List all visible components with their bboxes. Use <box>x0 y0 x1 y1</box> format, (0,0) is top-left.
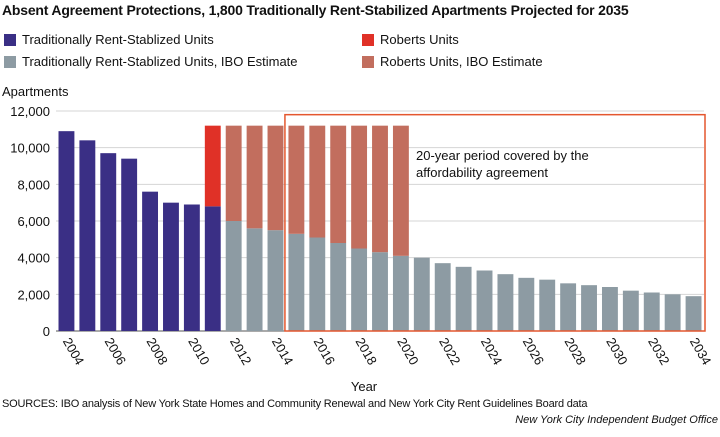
legend-item-roberts: Roberts Units <box>362 32 459 47</box>
bar-2004-series-0 <box>58 131 75 331</box>
legend-item-roberts-estimate: Roberts Units, IBO Estimate <box>362 54 543 69</box>
bar-2020-series-1 <box>392 255 409 331</box>
legend-swatch <box>4 33 16 46</box>
bar-2012-series-3 <box>225 125 242 221</box>
bar-2019-series-3 <box>372 125 388 253</box>
x-tick-label: 2016 <box>311 335 338 368</box>
annotation-text-line1: 20-year period covered by the <box>416 148 589 163</box>
bar-2007-series-0 <box>121 158 138 331</box>
x-axis-label: Year <box>351 379 378 394</box>
bar-2016-series-3 <box>309 125 326 238</box>
x-tick-label: 2026 <box>520 335 547 368</box>
bar-2018-series-1 <box>351 248 368 331</box>
bar-2019-series-1 <box>372 252 388 331</box>
x-tick-label: 2010 <box>185 335 212 368</box>
bar-2015-series-3 <box>288 125 305 234</box>
bar-2014-series-3 <box>267 125 284 231</box>
y-tick-label: 12,000 <box>10 104 50 119</box>
bar-2028-series-1 <box>560 283 577 331</box>
y-tick-label: 8,000 <box>17 177 50 192</box>
x-tick-label: 2034 <box>687 335 714 368</box>
bar-2012-series-1 <box>225 221 242 331</box>
y-tick-label: 4,000 <box>17 251 50 266</box>
legend-label: Traditionally Rent-Stablized Units <box>22 32 214 47</box>
bar-2015-series-1 <box>288 233 305 331</box>
legend-item-rent-stabilized: Traditionally Rent-Stablized Units <box>4 32 214 47</box>
annotation-text-line2: affordability agreement <box>416 165 548 180</box>
bar-2034-series-1 <box>685 296 702 331</box>
y-tick-label: 6,000 <box>17 214 50 229</box>
y-tick-label: 0 <box>43 324 50 339</box>
legend-swatch <box>362 33 374 46</box>
bar-2013-series-1 <box>246 228 263 331</box>
x-tick-label: 2006 <box>102 335 129 368</box>
bar-2030-series-1 <box>601 287 618 331</box>
bar-2011-series-0 <box>204 206 221 331</box>
bar-2009-series-0 <box>163 202 179 331</box>
bar-2016-series-1 <box>309 237 326 331</box>
x-tick-label: 2030 <box>603 335 630 368</box>
y-tick-label: 10,000 <box>10 141 50 156</box>
bar-2013-series-3 <box>246 125 263 229</box>
legend-label: Traditionally Rent-Stablized Units, IBO … <box>22 54 298 69</box>
x-tick-label: 2018 <box>352 335 379 368</box>
x-tick-label: 2012 <box>227 335 254 368</box>
bar-2025-series-1 <box>497 274 514 331</box>
bar-2018-series-3 <box>351 125 368 249</box>
x-tick-label: 2028 <box>562 335 589 368</box>
legend-swatch <box>4 55 16 68</box>
bar-2023-series-1 <box>455 266 472 331</box>
bar-2031-series-1 <box>622 290 639 331</box>
legend-item-rent-stabilized-estimate: Traditionally Rent-Stablized Units, IBO … <box>4 54 298 69</box>
bar-2033-series-1 <box>664 294 681 331</box>
source-organization: New York City Independent Budget Office <box>515 414 718 426</box>
x-tick-label: 2020 <box>394 335 421 368</box>
bar-2011-series-2 <box>204 125 221 207</box>
chart-title: Absent Agreement Protections, 1,800 Trad… <box>2 2 629 18</box>
bar-2020-series-3 <box>392 125 409 256</box>
x-tick-label: 2008 <box>143 335 170 368</box>
x-tick-label: 2022 <box>436 335 463 368</box>
x-tick-label: 2032 <box>645 335 672 368</box>
annotation-box <box>284 113 706 332</box>
bar-2026-series-1 <box>518 277 535 331</box>
bar-2014-series-1 <box>267 230 284 331</box>
bar-2032-series-1 <box>643 292 660 331</box>
x-tick-label: 2024 <box>478 335 505 368</box>
bar-2008-series-0 <box>142 191 159 331</box>
bar-2024-series-1 <box>476 270 493 331</box>
y-axis-label: Apartments <box>2 84 69 99</box>
bar-2006-series-0 <box>100 153 117 331</box>
sources-note: SOURCES: IBO analysis of New York State … <box>2 398 588 410</box>
legend-label: Roberts Units, IBO Estimate <box>380 54 543 69</box>
bar-2017-series-3 <box>330 125 347 243</box>
bar-2017-series-1 <box>330 243 347 331</box>
bar-2027-series-1 <box>539 279 556 331</box>
bar-2022-series-1 <box>434 263 451 331</box>
bar-2010-series-0 <box>183 204 200 331</box>
x-tick-label: 2004 <box>60 335 87 368</box>
y-tick-label: 2,000 <box>17 287 50 302</box>
bar-2029-series-1 <box>581 285 597 331</box>
bar-2005-series-0 <box>79 140 96 331</box>
legend-swatch <box>362 55 374 68</box>
legend-label: Roberts Units <box>380 32 459 47</box>
bar-2021-series-1 <box>413 257 430 331</box>
x-tick-label: 2014 <box>269 335 296 368</box>
